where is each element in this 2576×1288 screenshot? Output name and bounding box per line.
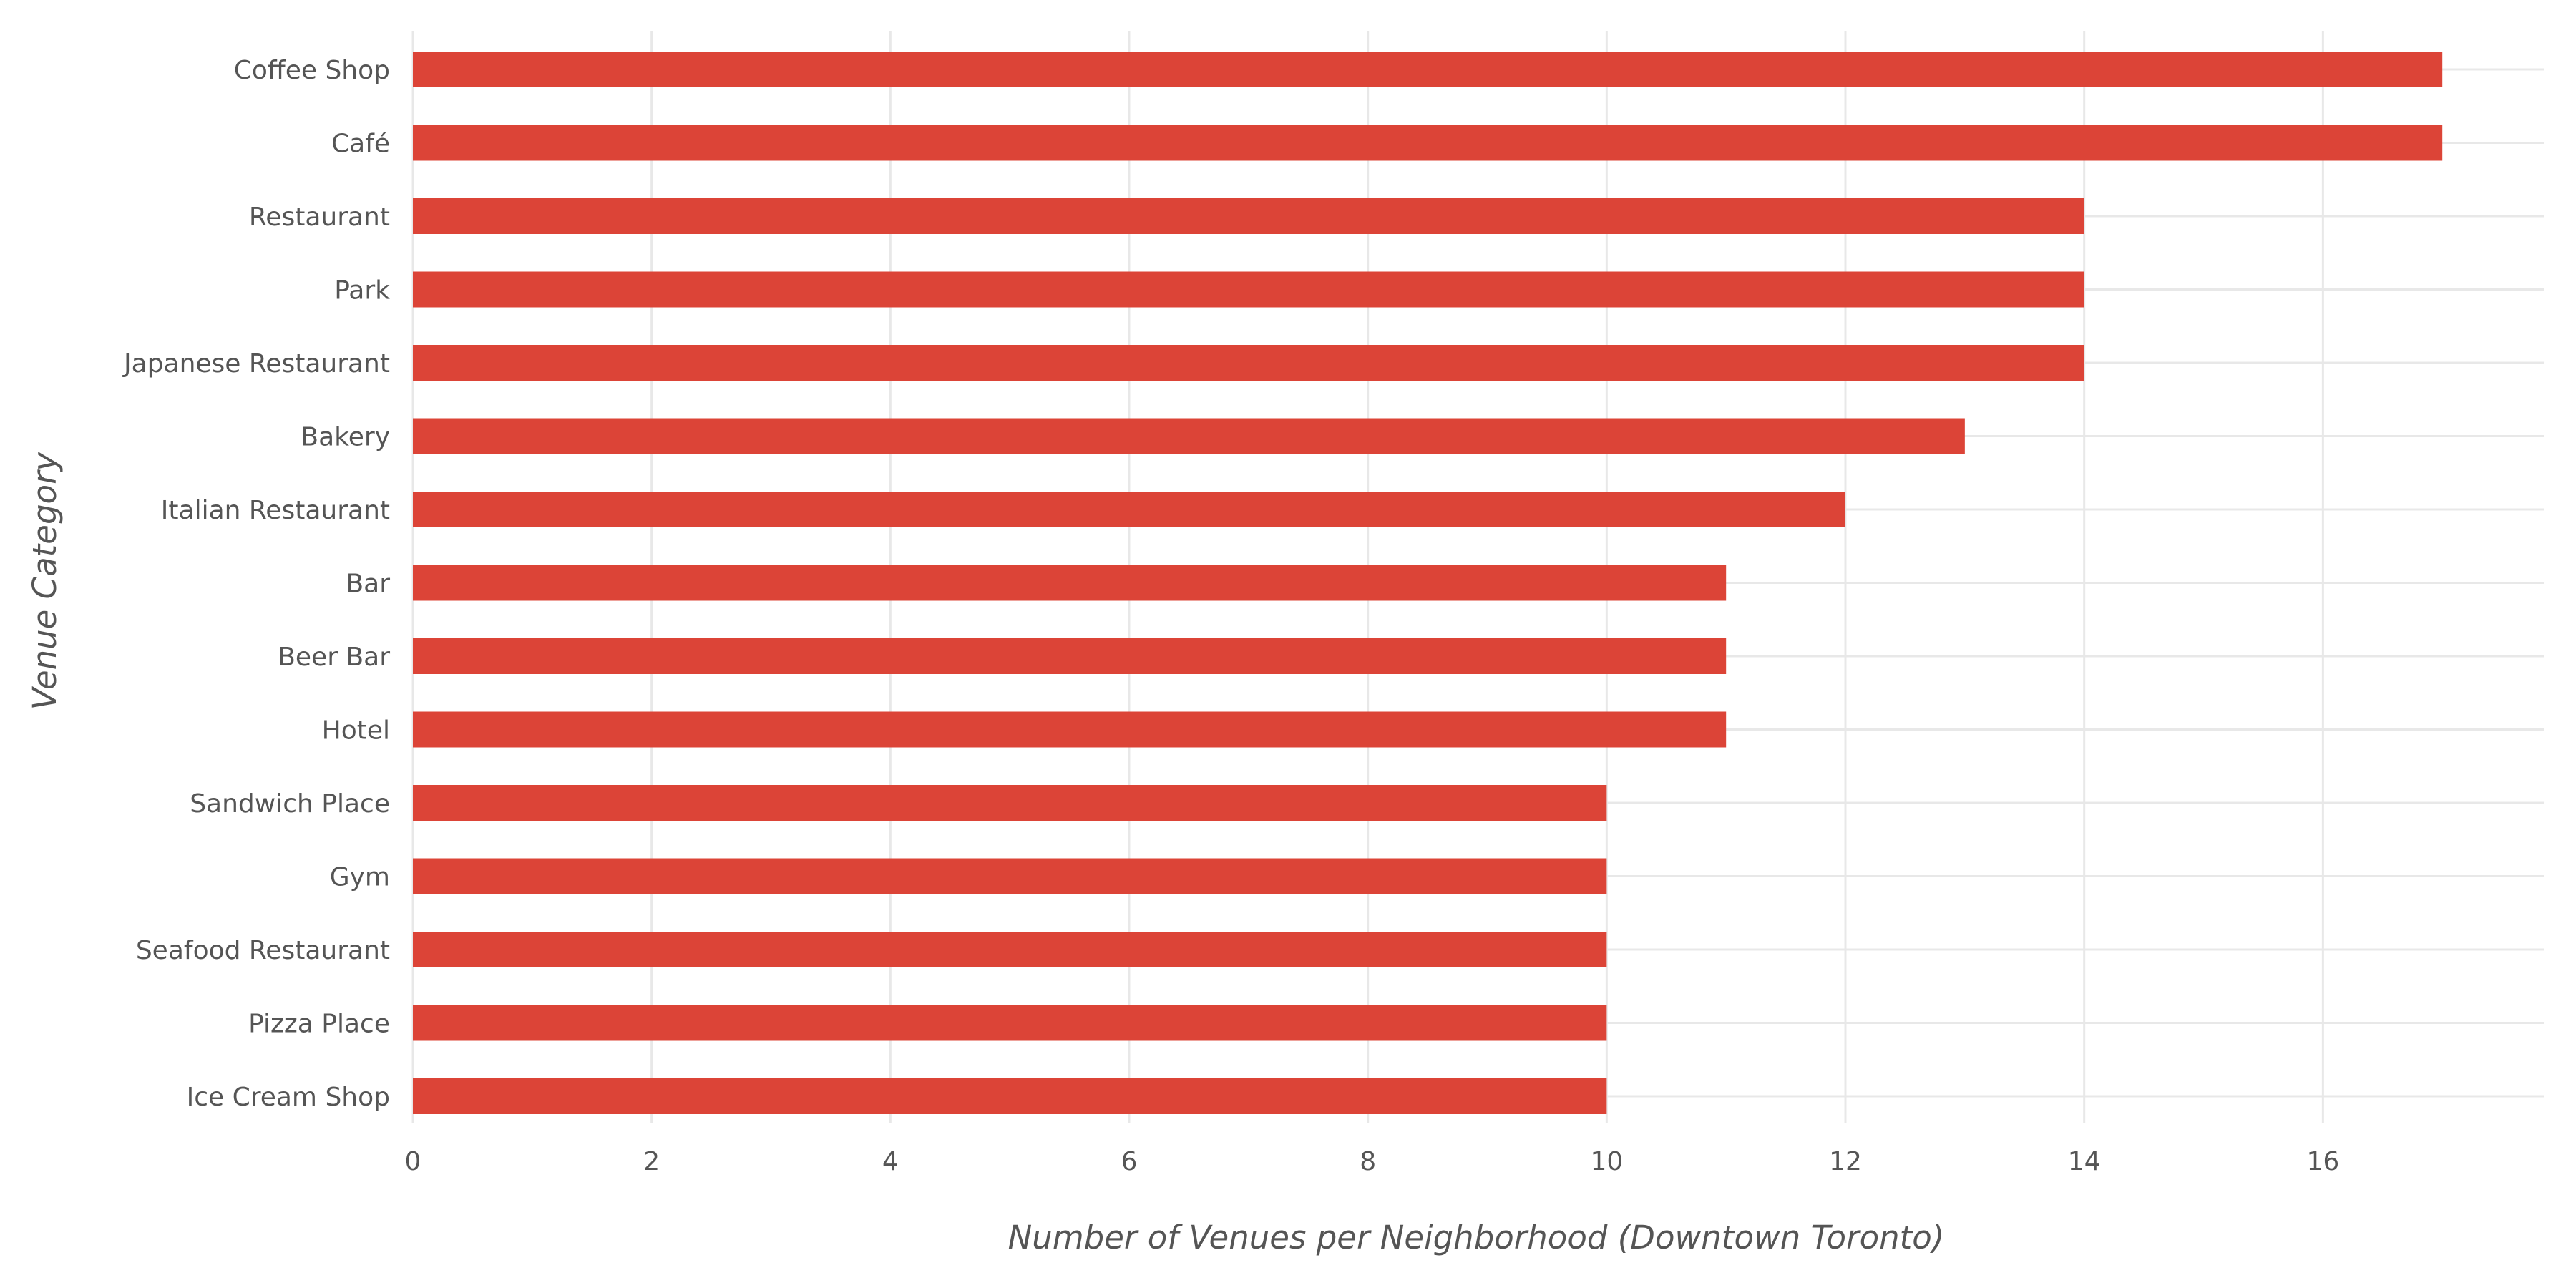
y-tick-label: Italian Restaurant bbox=[161, 496, 390, 525]
y-tick-label: Seafood Restaurant bbox=[136, 936, 390, 965]
x-axis-label: Number of Venues per Neighborhood (Downt… bbox=[1008, 1219, 1945, 1257]
y-tick-label: Coffee Shop bbox=[234, 56, 390, 85]
y-tick-label: Pizza Place bbox=[248, 1010, 390, 1039]
bar bbox=[413, 785, 1607, 821]
x-tick-label: 14 bbox=[2068, 1147, 2101, 1176]
y-tick-label: Café bbox=[331, 130, 390, 159]
x-tick-labels: 0 2 4 6 8 10 12 14 16 bbox=[405, 1147, 2340, 1176]
x-tick-label: 4 bbox=[882, 1147, 899, 1176]
bars bbox=[413, 52, 2443, 1114]
bar bbox=[413, 711, 1727, 748]
bar bbox=[413, 492, 1846, 527]
y-tick-label: Beer Bar bbox=[278, 643, 390, 672]
x-tick-label: 16 bbox=[2306, 1147, 2339, 1176]
y-tick-label: Hotel bbox=[322, 716, 390, 746]
bar bbox=[413, 932, 1607, 967]
y-tick-labels: Coffee Shop Café Restaurant Park Japanese Re… bbox=[122, 56, 390, 1112]
bar bbox=[413, 1078, 1607, 1114]
bar bbox=[413, 1005, 1607, 1041]
y-tick-label: Bakery bbox=[301, 423, 390, 452]
y-tick-label: Restaurant bbox=[249, 203, 390, 232]
bar bbox=[413, 52, 2443, 87]
bar bbox=[413, 345, 2084, 381]
x-tick-label: 2 bbox=[643, 1147, 660, 1176]
x-tick-label: 12 bbox=[1829, 1147, 1862, 1176]
bar bbox=[413, 565, 1727, 601]
bar bbox=[413, 198, 2084, 234]
bar bbox=[413, 125, 2443, 161]
bar bbox=[413, 271, 2084, 308]
x-tick-label: 10 bbox=[1590, 1147, 1623, 1176]
x-tick-label: 8 bbox=[1360, 1147, 1376, 1176]
y-axis-label: Venue Category bbox=[26, 451, 64, 710]
bar bbox=[413, 418, 1965, 454]
y-tick-label: Gym bbox=[330, 863, 390, 892]
y-tick-label: Sandwich Place bbox=[190, 789, 390, 819]
y-tick-label: Japanese Restaurant bbox=[122, 349, 390, 379]
x-tick-label: 0 bbox=[405, 1147, 421, 1176]
bar bbox=[413, 638, 1727, 674]
x-tick-label: 6 bbox=[1121, 1147, 1138, 1176]
y-tick-label: Ice Cream Shop bbox=[187, 1083, 390, 1112]
y-tick-label: Park bbox=[334, 276, 390, 306]
bar bbox=[413, 858, 1607, 894]
y-tick-label: Bar bbox=[346, 570, 390, 599]
